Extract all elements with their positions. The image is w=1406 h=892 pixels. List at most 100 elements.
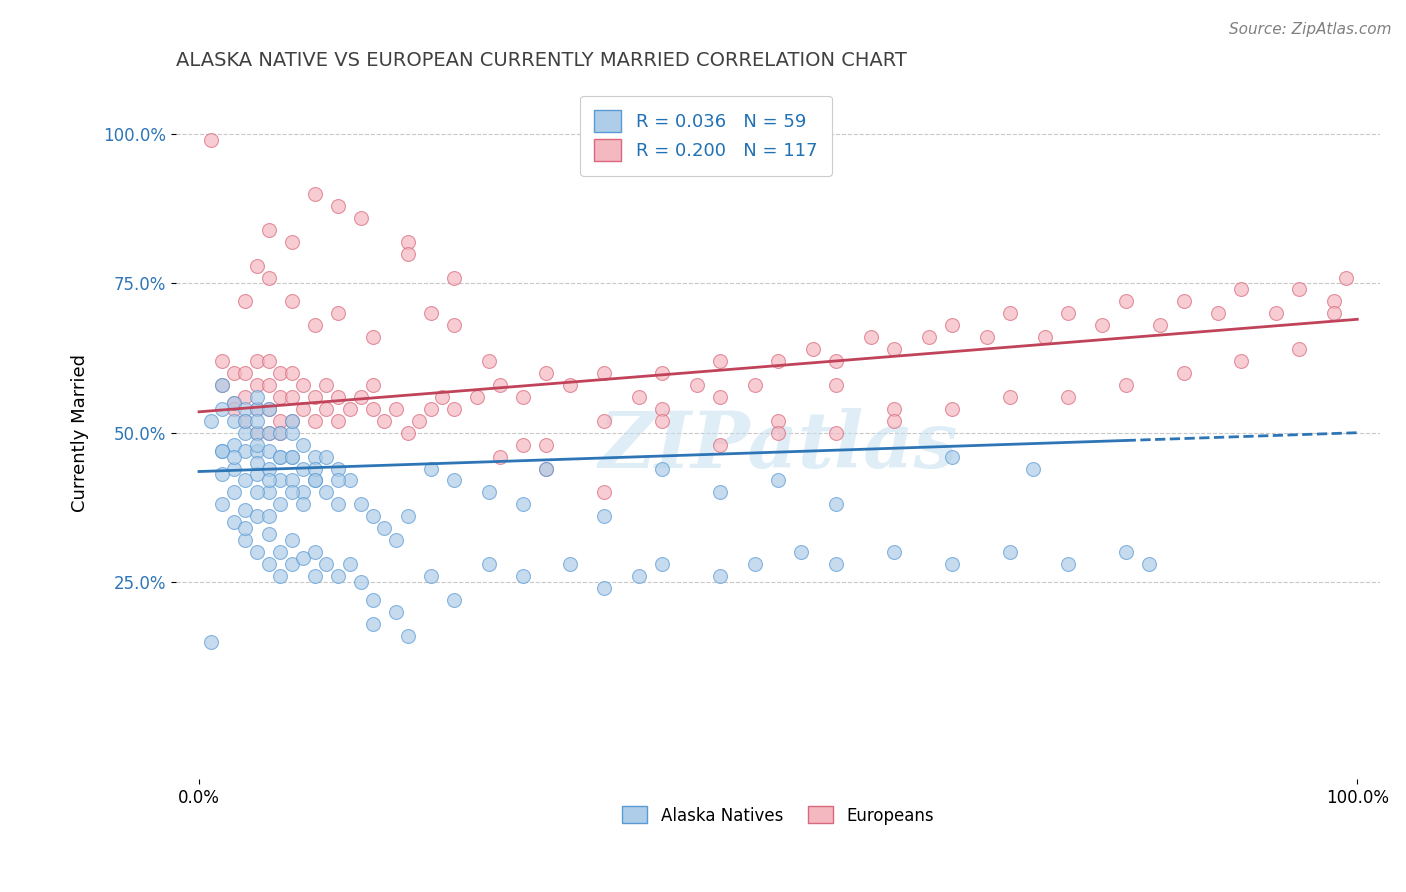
- Point: [941, 450, 963, 464]
- Point: [280, 294, 302, 309]
- Point: [408, 414, 430, 428]
- Point: [766, 474, 789, 488]
- Point: [269, 497, 291, 511]
- Point: [825, 354, 848, 368]
- Point: [269, 414, 291, 428]
- Point: [396, 246, 419, 260]
- Point: [1115, 294, 1137, 309]
- Point: [269, 569, 291, 583]
- Point: [222, 437, 245, 451]
- Point: [257, 443, 280, 458]
- Point: [257, 474, 280, 488]
- Point: [593, 414, 616, 428]
- Point: [1033, 330, 1056, 344]
- Point: [200, 414, 222, 428]
- Point: [709, 354, 731, 368]
- Point: [200, 133, 222, 147]
- Point: [246, 401, 269, 416]
- Point: [235, 521, 257, 535]
- Point: [280, 557, 302, 571]
- Point: [766, 354, 789, 368]
- Point: [246, 259, 269, 273]
- Point: [998, 390, 1021, 404]
- Point: [350, 211, 373, 225]
- Point: [443, 401, 465, 416]
- Point: [1056, 557, 1078, 571]
- Point: [257, 557, 280, 571]
- Point: [1115, 545, 1137, 559]
- Point: [709, 485, 731, 500]
- Point: [361, 401, 384, 416]
- Point: [1056, 390, 1078, 404]
- Point: [315, 485, 337, 500]
- Point: [304, 545, 326, 559]
- Point: [304, 474, 326, 488]
- Point: [443, 474, 465, 488]
- Point: [211, 497, 233, 511]
- Point: [222, 396, 245, 410]
- Point: [1206, 306, 1229, 320]
- Point: [280, 414, 302, 428]
- Point: [709, 390, 731, 404]
- Point: [361, 592, 384, 607]
- Point: [801, 342, 824, 356]
- Point: [628, 569, 651, 583]
- Point: [1230, 283, 1253, 297]
- Point: [1323, 294, 1346, 309]
- Point: [269, 425, 291, 440]
- Point: [998, 306, 1021, 320]
- Point: [825, 378, 848, 392]
- Point: [1056, 306, 1078, 320]
- Point: [257, 378, 280, 392]
- Text: ZIPatlas: ZIPatlas: [599, 409, 957, 485]
- Point: [709, 437, 731, 451]
- Point: [396, 425, 419, 440]
- Point: [326, 474, 349, 488]
- Point: [385, 533, 408, 548]
- Point: [257, 354, 280, 368]
- Point: [558, 557, 581, 571]
- Point: [651, 401, 673, 416]
- Point: [246, 545, 269, 559]
- Point: [883, 342, 905, 356]
- Point: [512, 390, 534, 404]
- Point: [257, 485, 280, 500]
- Point: [211, 378, 233, 392]
- Point: [512, 569, 534, 583]
- Point: [269, 450, 291, 464]
- Point: [211, 354, 233, 368]
- Point: [304, 390, 326, 404]
- Point: [883, 401, 905, 416]
- Point: [326, 497, 349, 511]
- Point: [257, 401, 280, 416]
- Point: [709, 569, 731, 583]
- Point: [512, 497, 534, 511]
- Point: [883, 414, 905, 428]
- Point: [280, 533, 302, 548]
- Point: [269, 474, 291, 488]
- Point: [883, 545, 905, 559]
- Text: Source: ZipAtlas.com: Source: ZipAtlas.com: [1229, 22, 1392, 37]
- Point: [304, 569, 326, 583]
- Point: [269, 366, 291, 380]
- Point: [211, 401, 233, 416]
- Point: [941, 557, 963, 571]
- Point: [385, 401, 408, 416]
- Point: [593, 509, 616, 524]
- Point: [280, 474, 302, 488]
- Point: [246, 378, 269, 392]
- Point: [825, 557, 848, 571]
- Point: [326, 461, 349, 475]
- Point: [1323, 306, 1346, 320]
- Point: [339, 557, 361, 571]
- Point: [200, 634, 222, 648]
- Point: [280, 390, 302, 404]
- Point: [465, 390, 488, 404]
- Point: [211, 467, 233, 482]
- Point: [536, 461, 558, 475]
- Point: [222, 366, 245, 380]
- Point: [1173, 366, 1195, 380]
- Point: [790, 545, 813, 559]
- Point: [246, 401, 269, 416]
- Point: [489, 378, 512, 392]
